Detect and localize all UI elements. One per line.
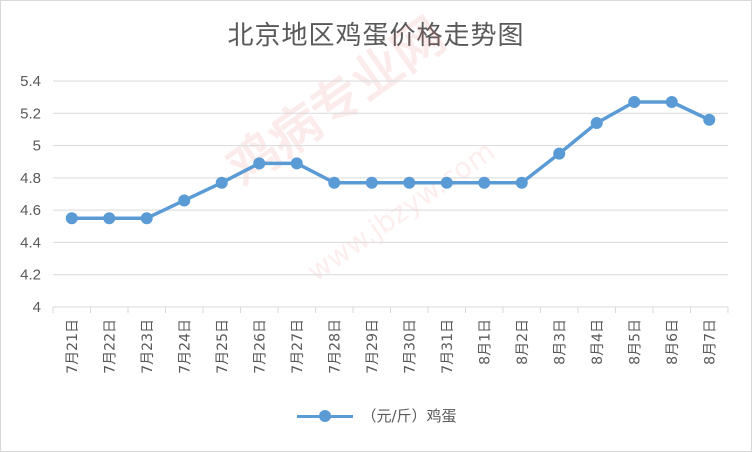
x-tick-label: 7月29日 (365, 319, 381, 374)
y-tick-label: 4.2 (20, 267, 41, 284)
y-tick-label: 4.4 (20, 234, 41, 251)
x-tick-label: 7月24日 (177, 319, 193, 374)
x-tick-label: 7月27日 (290, 319, 306, 374)
x-tick-label: 7月26日 (252, 319, 268, 374)
legend-marker-icon (295, 409, 355, 423)
x-tick-label: 8月1日 (477, 319, 493, 365)
data-point (703, 113, 716, 126)
data-point (553, 147, 566, 160)
data-point (590, 116, 603, 129)
x-tick-label: 8月4日 (590, 319, 606, 365)
data-point (440, 176, 453, 189)
data-point (178, 194, 191, 207)
chart-title: 北京地区鸡蛋价格走势图 (227, 21, 525, 51)
y-tick-label: 5.2 (20, 105, 41, 122)
x-tick-label: 7月21日 (65, 319, 81, 374)
x-tick-label: 8月7日 (702, 319, 718, 365)
data-point (103, 212, 116, 225)
x-tick-label: 8月5日 (627, 319, 643, 365)
y-tick-label: 4 (33, 299, 41, 316)
y-tick-label: 5.4 (20, 73, 41, 90)
data-point (290, 157, 303, 170)
x-tick-label: 7月28日 (327, 319, 343, 374)
x-tick-label: 7月22日 (102, 319, 118, 374)
x-tick-label: 7月30日 (402, 319, 418, 374)
data-point (65, 212, 78, 225)
legend-label: （元/斤）鸡蛋 (361, 407, 457, 425)
data-point (253, 157, 266, 170)
x-tick-label: 7月31日 (440, 319, 456, 374)
data-point (328, 176, 341, 189)
y-tick-label: 4.6 (20, 202, 41, 219)
x-tick-label: 8月3日 (552, 319, 568, 365)
data-point (628, 95, 641, 108)
data-point (365, 176, 378, 189)
x-tick-label: 8月2日 (515, 319, 531, 365)
x-tick-label: 7月23日 (140, 319, 156, 374)
x-tick-label: 7月25日 (215, 319, 231, 374)
legend: （元/斤）鸡蛋 (1, 405, 751, 426)
series-line (71, 100, 710, 220)
y-tick-label: 4.8 (20, 170, 41, 187)
data-point (140, 212, 153, 225)
data-point (403, 176, 416, 189)
y-tick-label: 5 (33, 138, 41, 155)
data-point (478, 176, 491, 189)
data-point (215, 176, 228, 189)
data-point (665, 95, 678, 108)
data-point (515, 176, 528, 189)
x-tick-label: 8月6日 (665, 319, 681, 365)
